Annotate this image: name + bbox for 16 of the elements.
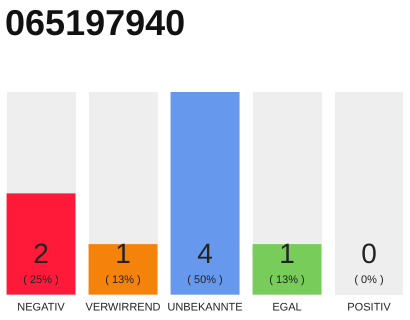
x-tick-label: UNBEKANNTE	[167, 301, 243, 314]
x-tick-label: VERWIRREND	[86, 301, 161, 314]
annotation: ( 0% )	[354, 274, 384, 286]
data-label: 2	[33, 238, 49, 269]
chart-title: 065197940	[5, 2, 186, 44]
data-label: 0	[361, 238, 377, 269]
annotation: ( 13% )	[269, 274, 305, 286]
annotation: ( 25% )	[23, 274, 59, 286]
annotation: ( 13% )	[105, 274, 141, 286]
data-label: 1	[279, 238, 295, 269]
x-tick-label: NEGATIV	[17, 301, 66, 314]
data-label: 4	[197, 238, 213, 269]
x-tick-label: POSITIV	[347, 301, 392, 314]
annotation: ( 50% )	[187, 274, 223, 286]
data-label: 1	[115, 238, 131, 269]
x-tick-label: EGAL	[272, 301, 302, 314]
